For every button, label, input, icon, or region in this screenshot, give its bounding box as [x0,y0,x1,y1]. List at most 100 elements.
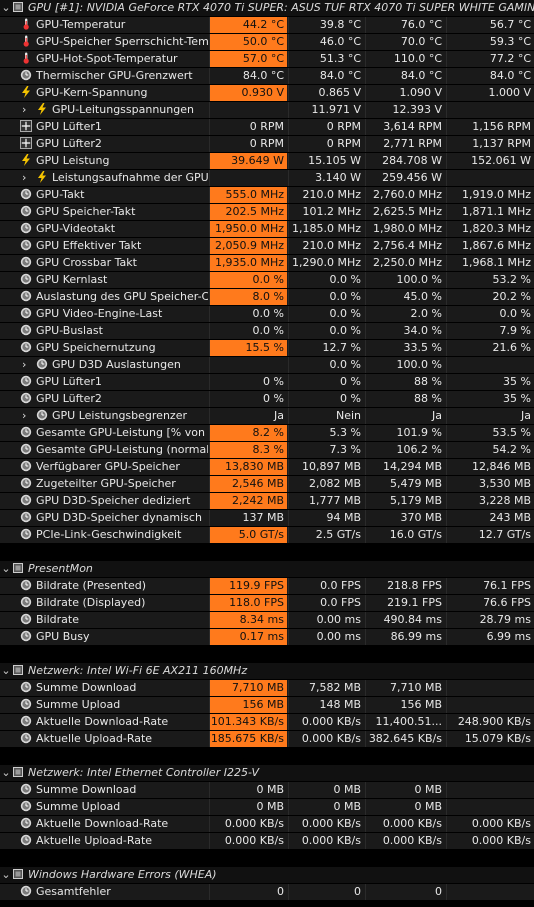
current-value: 5.0 GT/s [209,527,287,543]
sensor-row[interactable]: GPU Effektiver Takt 2,050.9 MHz 210.0 MHz 2… [0,238,534,255]
min-value: 1,290.0 MHz [288,255,364,271]
max-value: Ja [365,408,445,424]
sensor-row[interactable]: Gesamte GPU-Leistung (normalisi...8.3 %7… [0,442,534,459]
clock-icon [20,596,32,608]
sensor-row[interactable]: GPU Video-Engine-Last 0.0 % 0.0 % 2.0 % 0.0 … [0,306,534,323]
sensor-row[interactable]: › Leistungsaufnahme der GPU-... 3.140 W 259… [0,170,534,187]
sensor-row[interactable]: Bildrate (Presented) 119.9 FPS 0.0 FPS 218.… [0,578,534,595]
sensor-name: Thermischer GPU-Grenzwert [36,69,193,82]
current-value: 7,710 MB [209,680,287,696]
avg-value: 152.061 W [446,153,534,169]
current-value: 2,546 MB [209,476,287,492]
avg-value: 84.0 °C [446,68,534,84]
avg-value: 1,968.1 MHz [446,255,534,271]
min-value: 0.00 ms [288,612,364,628]
section-header[interactable]: ⌄ Netzwerk: Intel Wi-Fi 6E AX211 160MHz [0,663,534,680]
sensor-row[interactable]: › GPU-Leitungsspannungen 11.971 V 12.393 V [0,102,534,119]
section-header[interactable]: ⌄ GPU [#1]: NVIDIA GeForce RTX 4070 Ti SU… [0,0,534,17]
section-header[interactable]: ⌄ Windows Hardware Errors (WHEA) [0,867,534,884]
max-value: 2,625.5 MHz [365,204,445,220]
sensor-row[interactable]: GPU Speichernutzung 15.5 % 12.7 % 33.5 % 21.… [0,340,534,357]
expand-icon[interactable]: › [22,409,27,422]
sensor-row[interactable]: GPU-Hot-Spot-Temperatur 57.0 °C 51.3 °C 110… [0,51,534,68]
sensor-row[interactable]: GPU-Buslast 0.0 % 0.0 % 34.0 % 7.9 % [0,323,534,340]
sensor-name: GPU Speichernutzung [36,341,156,354]
sensor-row[interactable]: GPU Lüfter1 0 % 0 % 88 % 35 % [0,374,534,391]
sensor-row[interactable]: GPU-Speicher Sperrschicht-Temp... 50.0 °C… [0,34,534,51]
current-value: 0 % [209,391,287,407]
sensor-row[interactable]: GPU-Kern-Spannung 0.930 V 0.865 V 1.090 V 1.… [0,85,534,102]
sensor-row[interactable]: Auslastung des GPU Speicher-Co... 8.0 % 0.… [0,289,534,306]
collapse-icon[interactable]: ⌄ [1,766,11,779]
sensor-row[interactable]: Aktuelle Download-Rate 0.000 KB/s 0.000 KB… [0,816,534,833]
section-header[interactable]: ⌄ Netzwerk: Intel Ethernet Controller I22… [0,765,534,782]
collapse-icon[interactable]: ⌄ [1,1,11,14]
sensor-row[interactable]: Summe Upload 156 MB 148 MB 156 MB [0,697,534,714]
expand-icon[interactable]: › [22,103,27,116]
min-value: 94 MB [288,510,364,526]
sensor-name: Gesamte GPU-Leistung (normalisi... [36,443,208,456]
sensor-row[interactable]: Bildrate (Displayed) 118.0 FPS 0.0 FPS 219.… [0,595,534,612]
sensor-row[interactable]: Gesamtfehler 0 0 0 [0,884,534,901]
sensor-row[interactable]: GPU Busy 0.17 ms 0.00 ms 86.99 ms 6.99 ms [0,629,534,646]
sensor-row[interactable]: › GPU Leistungsbegrenzer Ja Nein Ja Ja [0,408,534,425]
sensor-row[interactable]: GPU Lüfter2 0 % 0 % 88 % 35 % [0,391,534,408]
collapse-icon[interactable]: ⌄ [1,664,11,677]
max-value: 12.393 V [365,102,445,118]
max-value: 1,980.0 MHz [365,221,445,237]
sensor-row[interactable]: GPU Lüfter2 0 RPM 0 RPM 2,771 RPM 1,137 RPM [0,136,534,153]
sensor-row[interactable]: Summe Download 7,710 MB 7,582 MB 7,710 MB [0,680,534,697]
current-value: 0 MB [209,782,287,798]
current-value: 101.343 KB/s [209,714,287,730]
avg-value: Ja [446,408,534,424]
sensor-row[interactable]: GPU Kernlast 0.0 % 0.0 % 100.0 % 53.2 % [0,272,534,289]
avg-value: 77.2 °C [446,51,534,67]
sensor-row[interactable]: Summe Download 0 MB 0 MB 0 MB [0,782,534,799]
collapse-icon[interactable]: ⌄ [1,562,11,575]
sensor-name: Verfügbarer GPU-Speicher [36,460,180,473]
sensor-row[interactable]: PCIe-Link-Geschwindigkeit 5.0 GT/s 2.5 GT/… [0,527,534,544]
section-header[interactable]: ⌄ PresentMon [0,561,534,578]
sensor-row[interactable]: Gesamte GPU-Leistung [% von T... 8.2 % 5.3… [0,425,534,442]
current-value: 0.000 KB/s [209,816,287,832]
expand-icon[interactable]: › [22,358,27,371]
sensor-row[interactable]: GPU Leistung 39.649 W 15.105 W 284.708 W 152… [0,153,534,170]
clock-icon [20,324,32,336]
expand-icon[interactable]: › [22,171,27,184]
avg-value [446,680,534,696]
clock-icon [20,222,32,234]
sensor-row[interactable]: Aktuelle Upload-Rate 0.000 KB/s 0.000 KB/s… [0,833,534,850]
avg-value: 3,228 MB [446,493,534,509]
sensor-row[interactable]: Summe Upload 0 MB 0 MB 0 MB [0,799,534,816]
max-value: 382.645 KB/s [365,731,445,747]
sensor-name: Aktuelle Upload-Rate [36,834,153,847]
sensor-row[interactable]: GPU Speicher-Takt 202.5 MHz 101.2 MHz 2,625… [0,204,534,221]
sensor-row[interactable]: GPU-Temperatur 44.2 °C 39.8 °C 76.0 °C 56.7 … [0,17,534,34]
sensor-row[interactable]: Aktuelle Download-Rate 101.343 KB/s 0.000 … [0,714,534,731]
max-value: 76.0 °C [365,17,445,33]
sensor-row[interactable]: GPU D3D-Speicher dynamisch 137 MB 94 MB 370… [0,510,534,527]
min-value: 0.000 KB/s [288,731,364,747]
sensor-row[interactable]: Aktuelle Upload-Rate 185.675 KB/s 0.000 KB… [0,731,534,748]
collapse-icon[interactable]: ⌄ [1,868,11,881]
current-value [209,102,287,118]
sensor-row[interactable]: GPU-Takt 555.0 MHz 210.0 MHz 2,760.0 MHz 1,9… [0,187,534,204]
sensor-row[interactable]: GPU-Videotakt 1,950.0 MHz 1,185.0 MHz 1,980… [0,221,534,238]
sensor-row[interactable]: GPU D3D-Speicher dediziert 2,242 MB 1,777 … [0,493,534,510]
sensor-name: GPU Leistungsbegrenzer [52,409,187,422]
sensor-row[interactable]: Thermischer GPU-Grenzwert 84.0 °C 84.0 °C 8… [0,68,534,85]
sensor-row[interactable]: GPU Lüfter1 0 RPM 0 RPM 3,614 RPM 1,156 RPM [0,119,534,136]
sensor-row[interactable]: Bildrate 8.34 ms 0.00 ms 490.84 ms 28.79 ms [0,612,534,629]
avg-value: 53.5 % [446,425,534,441]
sensor-row[interactable]: › GPU D3D Auslastungen 0.0 % 100.0 % [0,357,534,374]
clock-icon [20,715,32,727]
current-value: 44.2 °C [209,17,287,33]
clock-icon [20,460,32,472]
sensor-name: GPU-Speicher Sperrschicht-Temp... [36,35,208,48]
current-value: 84.0 °C [209,68,287,84]
max-value: 0.000 KB/s [365,816,445,832]
sensor-row[interactable]: GPU Crossbar Takt 1,935.0 MHz 1,290.0 MHz 2… [0,255,534,272]
sensor-row[interactable]: Verfügbarer GPU-Speicher 13,830 MB 10,897 … [0,459,534,476]
sensor-row[interactable]: Zugeteilter GPU-Speicher 2,546 MB 2,082 MB… [0,476,534,493]
